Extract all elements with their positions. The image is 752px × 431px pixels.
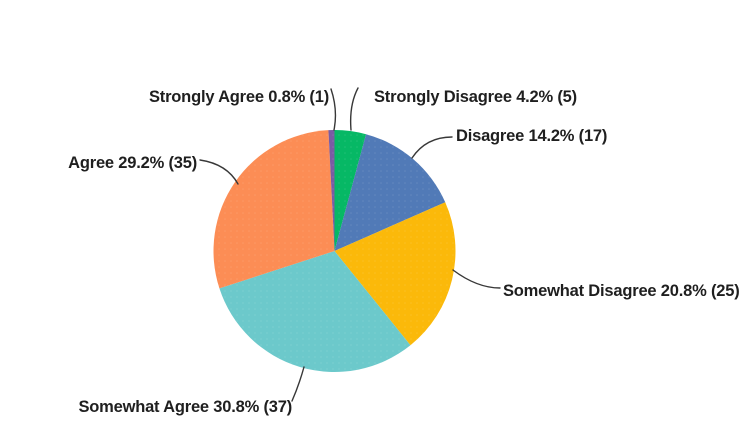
label-disagree: Disagree 14.2% (17) — [456, 127, 608, 145]
label-somewhat-disagree: Somewhat Disagree 20.8% (25) — [503, 282, 740, 300]
leader-line-somewhat-agree — [291, 366, 305, 402]
label-strongly-disagree: Strongly Disagree 4.2% (5) — [374, 88, 577, 106]
leader-line-strongly-agree — [330, 88, 337, 131]
leader-line-agree — [199, 159, 239, 185]
pie-texture-overlay — [213, 130, 456, 372]
leader-line-strongly-disagree — [349, 87, 359, 131]
label-strongly-agree: Strongly Agree 0.8% (1) — [148, 88, 329, 106]
leader-line-disagree — [411, 136, 453, 159]
label-agree: Agree 29.2% (35) — [68, 154, 197, 172]
leader-line-somewhat-disagree — [452, 269, 501, 289]
label-somewhat-agree: Somewhat Agree 30.8% (37) — [78, 398, 292, 416]
